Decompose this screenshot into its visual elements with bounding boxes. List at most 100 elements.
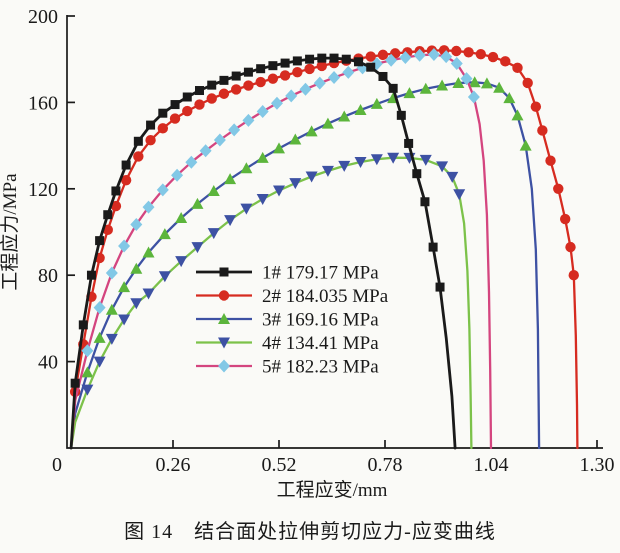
triangle-down-marker xyxy=(130,298,143,310)
triangle-down-marker xyxy=(419,154,432,166)
triangle-down-marker xyxy=(93,356,106,368)
x-tick-label: 0.52 xyxy=(262,454,297,476)
square-marker xyxy=(231,71,241,81)
triangle-up-marker xyxy=(493,81,506,93)
square-marker xyxy=(396,110,406,120)
series-3-markers xyxy=(81,76,532,378)
triangle-up-marker xyxy=(305,125,318,137)
triangle-up-marker xyxy=(519,139,532,151)
triangle-down-marker xyxy=(81,384,94,396)
stress-strain-chart: 40 80 120 160 200 0 0.26 0.52 0.78 1.04 1.30 1# 17… xyxy=(0,6,615,501)
diamond-marker xyxy=(285,89,298,103)
triangle-down-marker xyxy=(191,242,204,254)
series-2 xyxy=(69,45,579,450)
triangle-up-marker xyxy=(436,79,449,91)
series-3 xyxy=(69,76,541,450)
square-marker xyxy=(428,242,438,252)
square-marker xyxy=(133,136,143,146)
triangle-up-marker xyxy=(93,331,106,343)
series-5 xyxy=(69,47,493,450)
diamond-marker xyxy=(242,113,255,127)
x-axis-title: 工程应变/mm xyxy=(277,479,388,501)
legend-label: 2# 184.035 MPa xyxy=(262,286,389,307)
x-tick-label: 0.26 xyxy=(156,454,191,476)
diamond-marker xyxy=(156,183,169,197)
circle-marker xyxy=(230,84,242,95)
circle-marker xyxy=(553,183,564,194)
circle-marker xyxy=(316,60,328,72)
circle-marker xyxy=(243,80,254,91)
circle-marker xyxy=(133,151,144,162)
figure-caption: 图 14 结合面处拉伸剪切应力-应变曲线 xyxy=(124,521,496,543)
diamond-marker xyxy=(328,71,341,85)
diamond-marker xyxy=(450,57,463,71)
square-marker xyxy=(268,61,278,71)
circle-marker xyxy=(255,76,266,88)
square-marker xyxy=(388,83,398,93)
triangle-up-marker xyxy=(419,82,432,94)
series-5-markers xyxy=(81,47,480,358)
square-marker xyxy=(412,169,422,179)
square-marker xyxy=(78,320,88,330)
triangle-up-marker xyxy=(452,76,465,88)
circle-marker xyxy=(157,123,169,134)
diamond-marker xyxy=(342,65,355,79)
triangle-up-marker xyxy=(289,133,302,145)
legend-label: 5# 182.23 MPa xyxy=(262,357,379,378)
triangle-up-marker xyxy=(81,366,94,378)
y-tick-label: 40 xyxy=(38,352,58,374)
legend-label: 1# 179.17 MPa xyxy=(262,263,379,284)
square-marker xyxy=(207,80,217,90)
triangle-down-marker xyxy=(370,154,383,166)
square-marker xyxy=(86,270,96,280)
legend-item-2: 2# 184.035 MPa xyxy=(196,286,389,307)
y-tick-label: 80 xyxy=(38,265,58,287)
square-marker xyxy=(305,54,315,64)
series-4 xyxy=(69,152,473,450)
triangle-up-marker xyxy=(175,211,188,223)
triangle-down-marker xyxy=(118,314,131,326)
circle-marker xyxy=(537,125,548,136)
triangle-up-marker xyxy=(142,246,155,258)
legend-item-3: 3# 169.16 MPa xyxy=(196,310,379,331)
triangle-up-marker xyxy=(480,77,493,89)
diamond-marker xyxy=(270,96,283,110)
triangle-up-marker xyxy=(256,151,269,163)
triangle-down-marker xyxy=(305,171,318,183)
triangle-down-marker xyxy=(224,215,237,227)
x-tick-label: 1.04 xyxy=(474,454,509,476)
triangle-up-marker xyxy=(158,228,171,240)
diamond-marker xyxy=(467,90,480,104)
diamond-marker xyxy=(185,155,198,169)
circle-marker xyxy=(169,113,181,124)
series-2-line xyxy=(69,49,579,450)
triangle-down-marker xyxy=(256,193,269,205)
square-marker xyxy=(404,138,414,148)
circle-marker xyxy=(218,290,230,301)
circle-marker xyxy=(522,77,533,89)
legend-label: 4# 134.41 MPa xyxy=(262,333,379,354)
triangle-up-marker xyxy=(468,76,481,88)
diamond-marker xyxy=(413,48,426,62)
diamond-marker xyxy=(299,82,312,96)
circle-marker xyxy=(512,62,523,74)
series-curves xyxy=(69,45,579,450)
series-5-line xyxy=(69,53,493,450)
diamond-marker xyxy=(228,123,241,137)
square-marker xyxy=(219,75,229,85)
triangle-up-marker xyxy=(240,162,253,174)
square-marker xyxy=(317,53,327,63)
square-marker xyxy=(280,58,290,68)
square-marker xyxy=(103,210,113,220)
circle-marker xyxy=(463,47,474,58)
circle-marker xyxy=(560,213,571,225)
legend-label: 3# 169.16 MPa xyxy=(262,310,379,331)
diamond-marker xyxy=(399,50,412,64)
triangle-down-marker xyxy=(289,178,302,190)
square-marker xyxy=(378,71,388,81)
square-marker xyxy=(292,56,302,66)
diamond-marker xyxy=(118,239,131,253)
square-marker xyxy=(70,378,80,388)
circle-marker xyxy=(568,270,579,281)
triangle-down-marker xyxy=(158,271,171,283)
